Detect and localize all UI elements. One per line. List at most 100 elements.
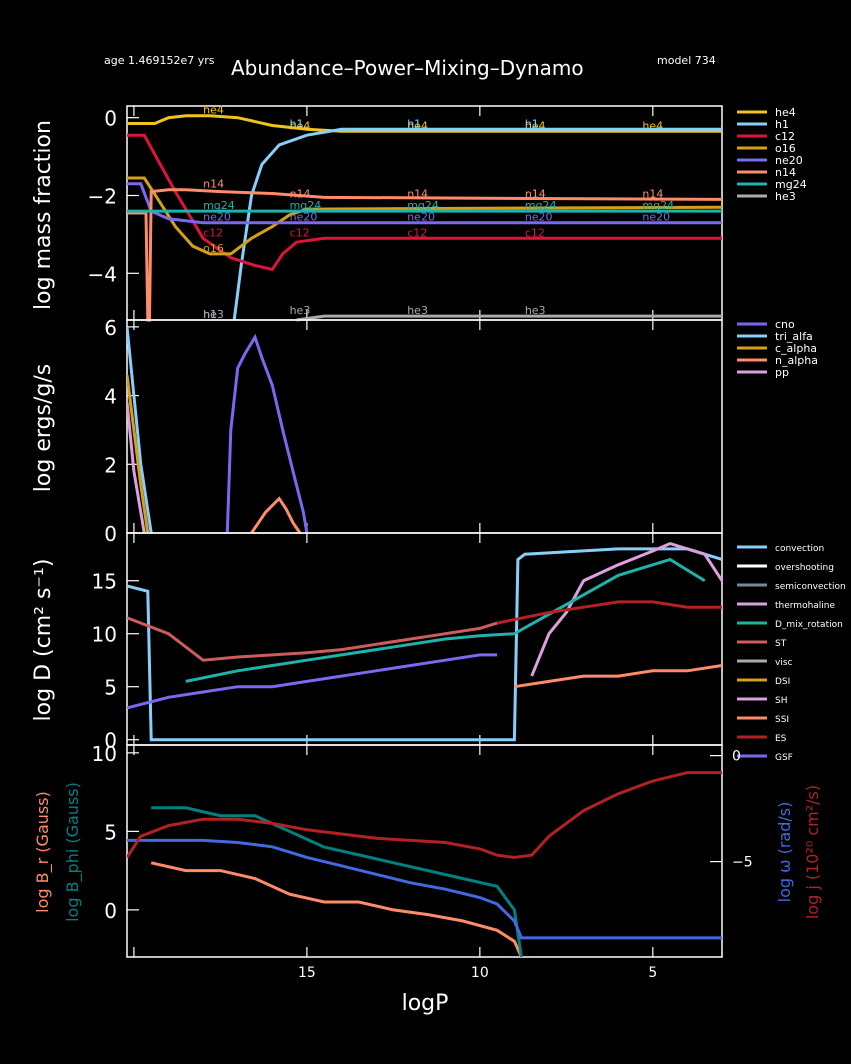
legend-label-h1: h1 bbox=[775, 118, 789, 131]
y-right-tick-label-dynamo: −5 bbox=[732, 855, 753, 871]
curve-label-h1: h1 bbox=[407, 117, 421, 130]
series-line-n14 bbox=[127, 188, 722, 322]
panel-frame-mixing bbox=[126, 532, 723, 746]
legend-label-mg24: mg24 bbox=[775, 178, 807, 191]
curve-label-c12: c12 bbox=[525, 226, 545, 239]
curve-label-o16: o16 bbox=[203, 242, 224, 255]
y-tick-label-mixing: 10 bbox=[92, 623, 117, 647]
series-line-o16 bbox=[127, 176, 722, 256]
y-tick-label-dynamo: 10 bbox=[92, 742, 117, 766]
y-tick-label-dynamo: 0 bbox=[104, 899, 117, 923]
series-line-SSI bbox=[514, 664, 722, 689]
curve-label-n14: n14 bbox=[407, 187, 428, 200]
y-axis-label-j: log j (10²⁰ cm²/s) bbox=[803, 785, 822, 919]
legend-label-n_alpha: n_alpha bbox=[775, 354, 818, 367]
curve-label-ne20: ne20 bbox=[642, 211, 670, 224]
curve-label-n14: n14 bbox=[203, 178, 224, 191]
series-line-cno bbox=[225, 333, 309, 534]
curve-label-mg24: mg24 bbox=[203, 199, 235, 212]
curve-label-c12: c12 bbox=[407, 226, 427, 239]
legend-label-c12: c12 bbox=[775, 130, 795, 143]
y-axis-label-mixing: log D (cm² s⁻¹) bbox=[31, 559, 56, 722]
legend-label-semiconvection: semiconvection bbox=[775, 582, 846, 592]
legend-label-n14: n14 bbox=[775, 166, 796, 179]
series-line-ne20 bbox=[127, 182, 722, 225]
y-tick-label-abundance: −2 bbox=[88, 184, 117, 208]
curve-label-n14: n14 bbox=[642, 187, 663, 200]
series-line-h1 bbox=[232, 127, 722, 321]
series-line-thermohaline bbox=[530, 542, 722, 677]
legend-label-pp: pp bbox=[775, 366, 789, 379]
legend-label-SSI: SSI bbox=[775, 715, 789, 725]
panel-frame-dynamo bbox=[126, 744, 723, 958]
series-line-ST bbox=[127, 616, 498, 662]
curve-label-h1: h1 bbox=[525, 117, 539, 130]
legend-label-overshooting: overshooting bbox=[775, 563, 834, 573]
y-axis-label-omega: log ω (rad/s) bbox=[775, 802, 794, 903]
curve-label-c12: c12 bbox=[290, 226, 310, 239]
legend-label-cno: cno bbox=[775, 318, 795, 331]
series-line-convection bbox=[127, 547, 722, 742]
x-tick-label: 5 bbox=[648, 965, 657, 981]
y-axis-label-br: log B_r (Gauss) bbox=[33, 791, 53, 913]
curve-label-c12: c12 bbox=[203, 226, 223, 239]
y-tick-label-abundance: 0 bbox=[104, 107, 117, 131]
legend-label-thermohaline: thermohaline bbox=[775, 601, 836, 611]
y-axis-label-bphi: log B_phi (Gauss) bbox=[63, 782, 83, 922]
curve-label-he4: he4 bbox=[290, 119, 311, 132]
curve-label-n14: n14 bbox=[290, 187, 311, 200]
series-line-c_alpha bbox=[127, 374, 150, 534]
series-line-tri_alfa bbox=[127, 326, 153, 534]
curve-label-mg24: mg24 bbox=[290, 199, 322, 212]
legend-label-SH: SH bbox=[775, 696, 787, 706]
model-label: model 734 bbox=[657, 54, 716, 67]
curve-label-ne20: ne20 bbox=[407, 211, 435, 224]
x-tick-label: 10 bbox=[471, 965, 489, 981]
series-line-log omega bbox=[127, 838, 722, 940]
series-line-log B_r bbox=[150, 861, 523, 957]
curve-label-ne20: ne20 bbox=[525, 211, 553, 224]
legend-label-c_alpha: c_alpha bbox=[775, 342, 817, 355]
curve-label-h1: h1 bbox=[290, 117, 304, 130]
legend-label-o16: o16 bbox=[775, 142, 796, 155]
series-line-c12 bbox=[127, 133, 722, 272]
curve-label-n14: n14 bbox=[525, 187, 546, 200]
legend-label-visc: visc bbox=[775, 658, 793, 668]
y-tick-label-power: 6 bbox=[104, 316, 117, 340]
curve-label-ne20: ne20 bbox=[290, 211, 318, 224]
curve-label-he3: he3 bbox=[290, 304, 311, 317]
curve-label-ne20: ne20 bbox=[203, 211, 231, 224]
curve-label-h1: h1 bbox=[203, 308, 217, 321]
y-tick-label-power: 4 bbox=[104, 385, 117, 409]
legend-label-tri_alfa: tri_alfa bbox=[775, 330, 813, 343]
series-line-n_alpha bbox=[250, 496, 302, 534]
series-line-GSF bbox=[127, 653, 498, 710]
y-tick-label-mixing: 5 bbox=[104, 676, 117, 700]
legend-label-ES: ES bbox=[775, 734, 787, 744]
y-tick-label-abundance: −4 bbox=[88, 262, 117, 286]
legend-label-convection: convection bbox=[775, 544, 824, 554]
y-tick-label-power: 2 bbox=[104, 453, 117, 477]
series-line-ES bbox=[496, 600, 722, 625]
y-right-tick-label-dynamo: 0 bbox=[732, 749, 741, 765]
curve-label-he3: he3 bbox=[525, 304, 546, 317]
curve-label-mg24: mg24 bbox=[525, 199, 557, 212]
series-line-D_mix_rotation bbox=[185, 557, 706, 683]
series-line-he4 bbox=[127, 114, 722, 133]
y-tick-label-power: 0 bbox=[104, 522, 117, 546]
series-line-log B_phi bbox=[151, 806, 523, 957]
chart-title: Abundance–Power–Mixing–Dynamo bbox=[231, 56, 584, 80]
legend-label-ST: ST bbox=[775, 639, 787, 649]
y-tick-label-mixing: 0 bbox=[104, 729, 117, 753]
age-label: age 1.469152e7 yrs bbox=[104, 54, 215, 67]
legend-label-DSI: DSI bbox=[775, 677, 790, 687]
series-line-pp bbox=[127, 402, 146, 534]
series-line-he3 bbox=[296, 314, 722, 322]
panel-frame-power bbox=[126, 319, 723, 534]
series-line-log j bbox=[127, 771, 722, 859]
y-tick-label-mixing: 15 bbox=[92, 570, 117, 594]
curve-label-he3: he3 bbox=[407, 304, 428, 317]
x-axis-label: logP bbox=[402, 991, 449, 1016]
curve-label-mg24: mg24 bbox=[642, 199, 674, 212]
